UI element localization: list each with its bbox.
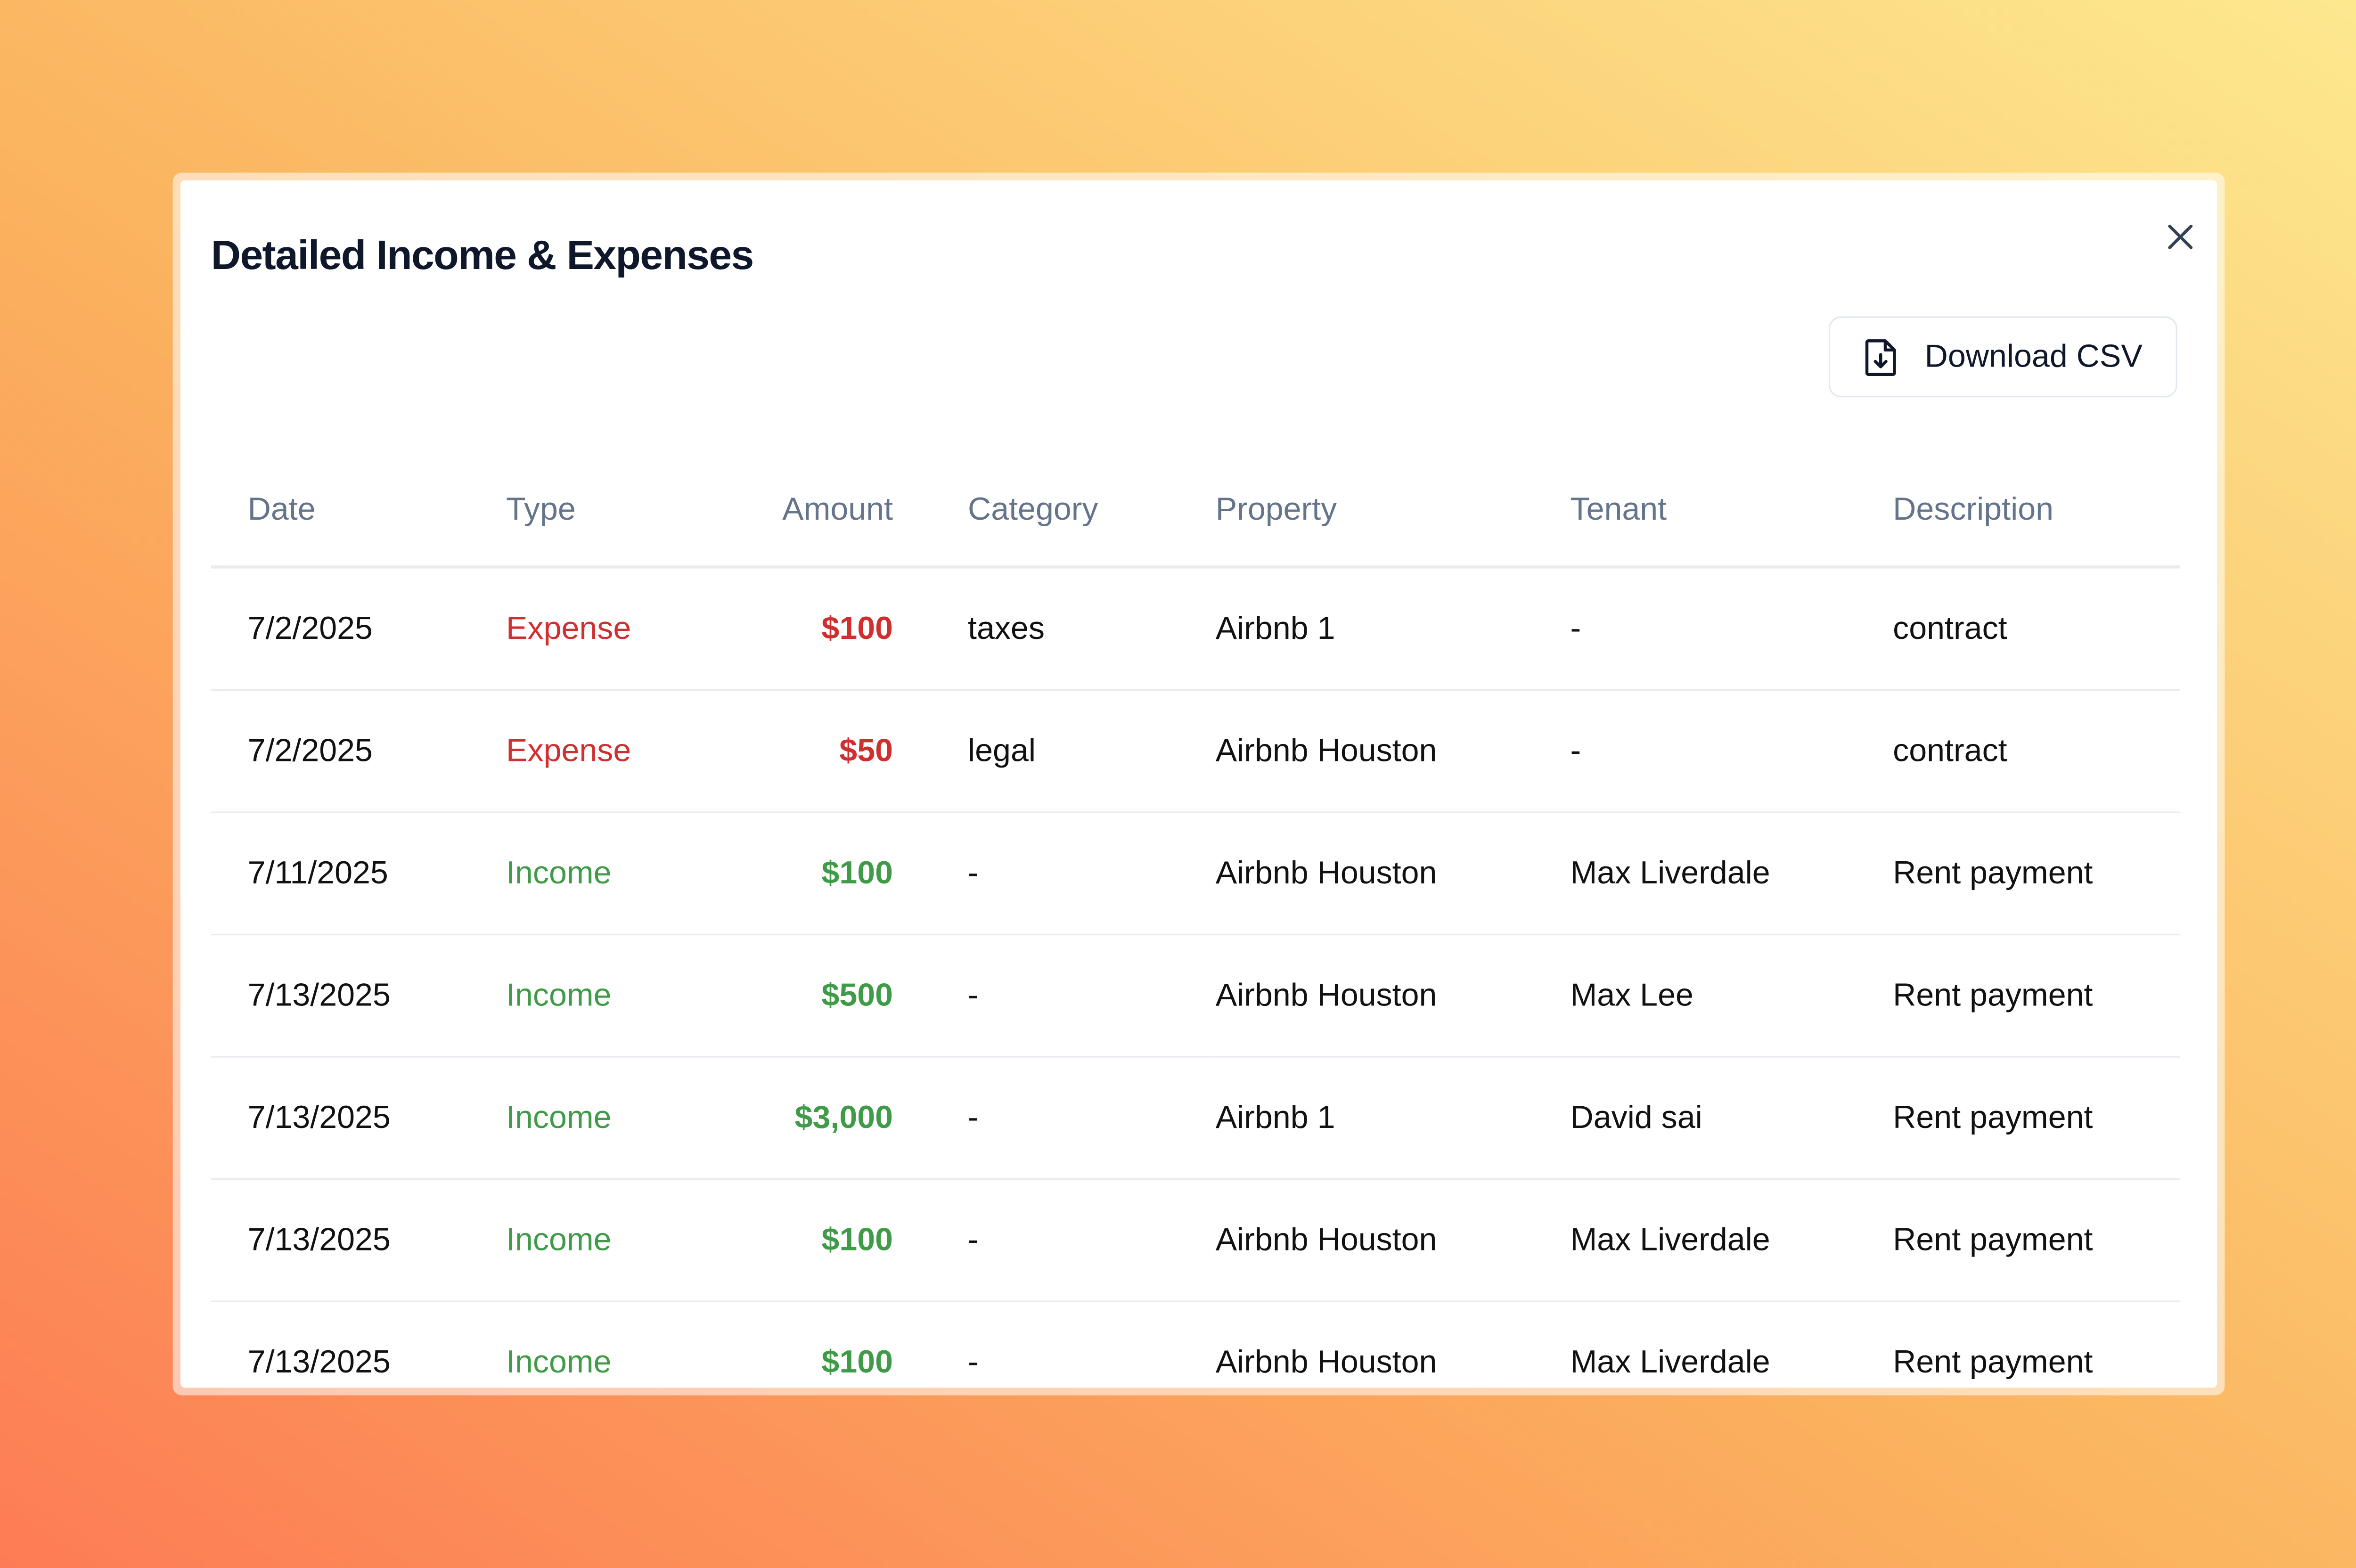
description-cell: Rent payment bbox=[1893, 812, 2181, 936]
table-row: 7/13/2025 Income $3,000- Airbnb 1 David sai R… bbox=[211, 1057, 2181, 1180]
category-cell: - bbox=[968, 1057, 1216, 1180]
property-cell: Airbnb 1 bbox=[1215, 567, 1571, 691]
property-cell: Airbnb Houston bbox=[1215, 1301, 1571, 1388]
type-cell: Expense bbox=[506, 690, 659, 813]
modal: Detailed Income & Expenses Download CSV … bbox=[180, 180, 2217, 1388]
column-header: Property bbox=[1215, 455, 1571, 569]
date-cell: 7/13/2025 bbox=[211, 1179, 507, 1302]
type-cell: Income bbox=[506, 1301, 659, 1388]
amount-cell: $50 bbox=[659, 690, 968, 813]
tenant-cell: Max Liverdale bbox=[1570, 812, 1893, 936]
table-row: 7/13/2025 Income $100- Airbnb Houston Max Li… bbox=[211, 1301, 2181, 1388]
property-cell: Airbnb Houston bbox=[1215, 690, 1571, 813]
table-row: 7/13/2025 Income $100- Airbnb Houston Max Li… bbox=[211, 1179, 2181, 1302]
column-header: Category bbox=[968, 455, 1216, 569]
amount-cell: $100 bbox=[659, 812, 968, 936]
property-cell: Airbnb Houston bbox=[1215, 934, 1571, 1058]
transactions-table: Date Type Amount Category Property Tenant Desc… bbox=[211, 455, 2181, 1388]
table-body: 7/2/2025 Expense $100 taxes Airbnb 1- contrac… bbox=[211, 567, 2181, 1388]
button-label: Download CSV bbox=[1924, 338, 2143, 374]
category-cell: - bbox=[968, 1179, 1216, 1302]
property-cell: Airbnb 1 bbox=[1215, 1057, 1571, 1180]
date-cell: 7/2/2025 bbox=[211, 690, 507, 813]
description-cell: contract bbox=[1893, 690, 2181, 813]
table-row: 7/2/2025 Expense $100 taxes Airbnb 1- contrac… bbox=[211, 567, 2181, 691]
type-cell: Income bbox=[506, 1057, 659, 1180]
tenant-cell: Max Lee bbox=[1570, 934, 1893, 1058]
amount-cell: $100 bbox=[659, 1179, 968, 1302]
amount-cell: $500 bbox=[659, 934, 968, 1058]
column-header: Amount bbox=[659, 455, 968, 569]
amount-cell: $3,000 bbox=[659, 1057, 968, 1180]
table-row: 7/13/2025 Income $500- Airbnb Houston Max Le… bbox=[211, 934, 2181, 1058]
amount-cell: $100 bbox=[659, 567, 968, 691]
close-button[interactable] bbox=[2165, 221, 2196, 252]
category-cell: legal bbox=[968, 690, 1216, 813]
tenant-cell: Max Liverdale bbox=[1570, 1301, 1893, 1388]
description-cell: Rent payment bbox=[1893, 1179, 2181, 1302]
column-header: Type bbox=[506, 455, 659, 569]
header-row: Date Type Amount Category Property Tenant Desc… bbox=[211, 455, 2181, 569]
tenant-cell: Max Liverdale bbox=[1570, 1179, 1893, 1302]
category-cell: taxes bbox=[968, 567, 1216, 691]
download-csv-button[interactable]: Download CSV bbox=[1828, 316, 2177, 398]
tenant-cell: - bbox=[1570, 690, 1893, 813]
description-cell: Rent payment bbox=[1893, 1057, 2181, 1180]
category-cell: - bbox=[968, 812, 1216, 936]
type-cell: Income bbox=[506, 812, 659, 936]
type-cell: Income bbox=[506, 1179, 659, 1302]
description-cell: Rent payment bbox=[1893, 934, 2181, 1058]
category-cell: - bbox=[968, 934, 1216, 1058]
description-cell: Rent payment bbox=[1893, 1301, 2181, 1388]
date-cell: 7/13/2025 bbox=[211, 1301, 507, 1388]
modal-title: Detailed Income & Expenses bbox=[211, 232, 754, 278]
table-row: 7/2/2025 Expense $50 legal Airbnb Houston - co… bbox=[211, 690, 2181, 813]
column-header: Tenant bbox=[1570, 455, 1893, 569]
date-cell: 7/13/2025 bbox=[211, 1057, 507, 1180]
column-header: Description bbox=[1893, 455, 2181, 569]
table-row: 7/11/2025 Income $100- Airbnb Houston Max Li… bbox=[211, 812, 2181, 936]
date-cell: 7/11/2025 bbox=[211, 812, 507, 936]
file-icon bbox=[1865, 338, 1896, 376]
amount-cell: $100 bbox=[659, 1301, 968, 1388]
property-cell: Airbnb Houston bbox=[1215, 812, 1571, 936]
type-cell: Expense bbox=[506, 567, 659, 691]
category-cell: - bbox=[968, 1301, 1216, 1388]
description-cell: contract bbox=[1893, 567, 2181, 691]
date-cell: 7/2/2025 bbox=[211, 567, 507, 691]
column-header: Date bbox=[211, 455, 507, 569]
tenant-cell: David sai bbox=[1570, 1057, 1893, 1180]
type-cell: Income bbox=[506, 934, 659, 1058]
tenant-cell: - bbox=[1570, 567, 1893, 691]
date-cell: 7/13/2025 bbox=[211, 934, 507, 1058]
property-cell: Airbnb Houston bbox=[1215, 1179, 1571, 1302]
